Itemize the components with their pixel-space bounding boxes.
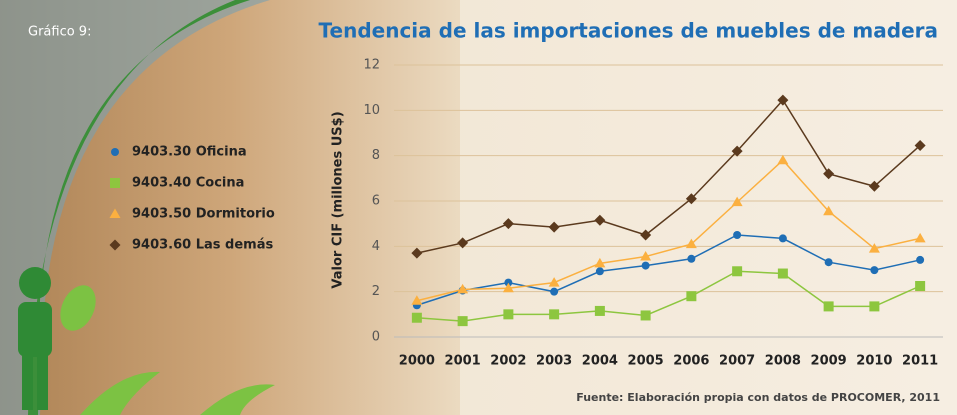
y-tick-label: 6: [372, 194, 380, 209]
leaf: [80, 371, 160, 415]
marker: [686, 291, 697, 302]
marker: [823, 301, 834, 312]
marker: [548, 277, 560, 287]
series-line: [416, 98, 921, 254]
x-tick-label: 2005: [628, 354, 664, 369]
marker: [687, 254, 696, 263]
marker: [732, 266, 743, 277]
marker: [869, 301, 880, 312]
x-tick-label: 2001: [445, 354, 481, 369]
marker: [640, 251, 652, 261]
marker: [457, 316, 468, 327]
marker: [548, 221, 560, 233]
x-tick-label: 2003: [536, 354, 572, 369]
y-tick-label: 2: [372, 284, 380, 299]
marker: [109, 239, 121, 251]
legend-label: 9403.50 Dormitorio: [132, 207, 275, 222]
x-tick-label: 2000: [399, 354, 435, 369]
x-tick-label: 2011: [902, 354, 938, 369]
y-tick-label: 8: [372, 148, 380, 163]
marker: [411, 247, 423, 259]
marker: [457, 283, 469, 294]
marker: [111, 148, 119, 156]
x-tick-label: 2006: [673, 354, 709, 369]
marker: [411, 295, 423, 305]
marker: [733, 231, 742, 239]
marker: [731, 196, 743, 207]
x-tick-label: 2004: [582, 354, 618, 369]
series-line: [416, 234, 921, 306]
y-axis-label: Valor CIF (millones US$): [331, 111, 346, 288]
x-tick-label: 2010: [856, 354, 892, 369]
marker: [915, 281, 926, 291]
leaf: [200, 384, 275, 415]
marker: [594, 305, 605, 316]
chart-label: Gráfico 9:: [28, 25, 91, 40]
marker: [502, 218, 514, 230]
marker: [777, 94, 789, 106]
marker: [640, 310, 651, 321]
legend-label: 9403.40 Cocina: [132, 176, 244, 191]
y-tick-label: 10: [363, 103, 380, 118]
marker: [503, 309, 514, 320]
marker: [777, 268, 788, 279]
marker: [914, 139, 926, 151]
marker: [457, 237, 469, 249]
marker: [914, 232, 926, 243]
marker: [916, 255, 925, 264]
marker: [641, 261, 650, 270]
series-line: [416, 159, 921, 302]
marker: [731, 145, 743, 157]
person-icon: [18, 267, 96, 410]
marker: [870, 266, 879, 275]
marker: [777, 154, 789, 165]
marker: [868, 180, 880, 192]
marker: [110, 178, 120, 188]
y-tick-label: 0: [372, 330, 380, 345]
marker: [109, 208, 121, 218]
marker: [823, 205, 835, 216]
x-tick-label: 2007: [719, 354, 755, 369]
legend-label: 9403.60 Las demás: [132, 238, 273, 253]
x-tick-label: 2002: [490, 354, 526, 369]
x-tick-label: 2009: [811, 354, 847, 369]
marker: [502, 282, 514, 293]
marker: [411, 312, 422, 323]
marker: [685, 238, 697, 249]
y-tick-label: 4: [372, 239, 380, 254]
marker: [594, 257, 606, 268]
marker: [549, 309, 560, 320]
marker: [778, 234, 787, 243]
marker: [640, 229, 652, 241]
marker: [504, 278, 513, 287]
marker: [868, 243, 880, 253]
legend-label: 9403.30 Oficina: [132, 145, 247, 160]
y-tick-label: 12: [363, 58, 380, 73]
marker: [824, 258, 833, 267]
marker: [594, 214, 606, 226]
marker: [685, 193, 697, 205]
source-note: Fuente: Elaboración propia con datos de …: [576, 391, 940, 404]
marker: [595, 267, 604, 276]
chart-title: Tendencia de las importaciones de mueble…: [319, 19, 938, 43]
marker: [550, 287, 559, 296]
marker: [823, 168, 835, 180]
series-line: [416, 270, 921, 322]
sky-arc: [0, 0, 270, 415]
x-tick-label: 2008: [765, 354, 801, 369]
